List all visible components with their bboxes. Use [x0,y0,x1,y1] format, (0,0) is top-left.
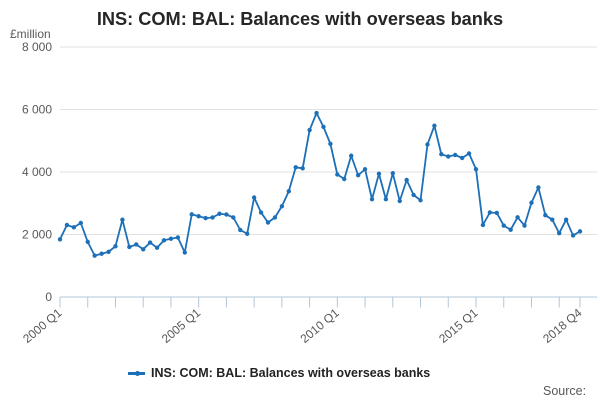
svg-text:6 000: 6 000 [22,103,52,117]
svg-text:4 000: 4 000 [22,165,52,179]
svg-text:8 000: 8 000 [22,40,52,54]
svg-text:2 000: 2 000 [22,228,52,242]
svg-text:2000 Q1: 2000 Q1 [20,305,65,346]
svg-text:2005 Q1: 2005 Q1 [159,305,204,346]
svg-text:0: 0 [45,290,52,304]
svg-text:2015 Q1: 2015 Q1 [436,305,481,346]
svg-text:2018 Q4: 2018 Q4 [540,305,585,346]
svg-text:2010 Q1: 2010 Q1 [298,305,343,346]
